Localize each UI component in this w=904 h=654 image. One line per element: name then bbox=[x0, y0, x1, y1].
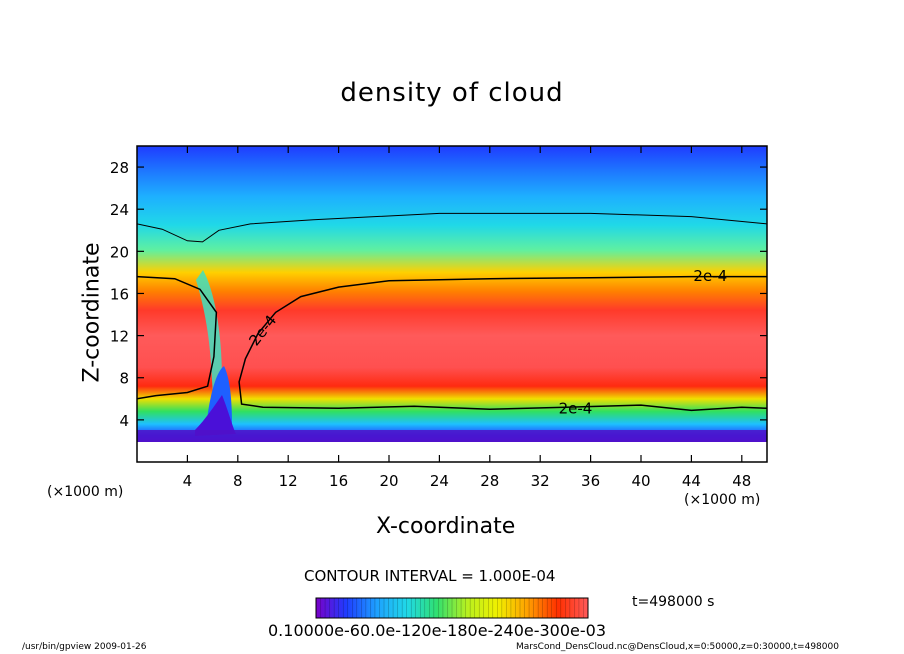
x-tick-label: 16 bbox=[329, 472, 348, 490]
x-tick-label: 12 bbox=[279, 472, 298, 490]
x-tick-label: 36 bbox=[581, 472, 600, 490]
y-tick-label: 24 bbox=[110, 201, 129, 219]
contour-label: 2e-4 bbox=[693, 267, 727, 285]
contour-2e-4-main bbox=[238, 275, 767, 412]
contour-lines bbox=[137, 212, 767, 412]
y-tick-label: 28 bbox=[110, 159, 129, 177]
y-tick-label: 16 bbox=[110, 285, 129, 303]
contour-1e-4 bbox=[137, 212, 767, 243]
x-axis-unit: (×1000 m) bbox=[684, 492, 761, 508]
x-tick-label: 48 bbox=[732, 472, 751, 490]
x-tick-label: 32 bbox=[531, 472, 550, 490]
y-axis: 4 8 12 16 20 24 28 bbox=[110, 159, 767, 430]
y-tick-label: 4 bbox=[119, 412, 129, 430]
x-tick-label: 40 bbox=[631, 472, 650, 490]
contour-2e-4-left bbox=[137, 275, 218, 400]
contour-interval-label: CONTOUR INTERVAL = 1.000E-04 bbox=[304, 567, 556, 585]
x-axis: 4 8 12 16 20 24 28 32 36 40 44 48 bbox=[183, 146, 751, 490]
plume-core-dark bbox=[195, 395, 236, 436]
footer-source: MarsCond_DensCloud.nc@DensCloud,x=0:5000… bbox=[516, 642, 839, 652]
surface-layer bbox=[137, 430, 767, 442]
gap-plume bbox=[196, 270, 222, 412]
x-axis-label: X-coordinate bbox=[376, 514, 516, 539]
y-tick-label: 20 bbox=[110, 243, 129, 261]
density-background bbox=[137, 146, 767, 462]
x-tick-label: 8 bbox=[233, 472, 243, 490]
y-axis-label: Z-coordinate bbox=[79, 242, 105, 383]
density-field bbox=[137, 146, 767, 462]
colorbar bbox=[315, 597, 589, 619]
footer-program: /usr/bin/gpview 2009-01-26 bbox=[22, 642, 147, 652]
plot-frame bbox=[136, 145, 768, 463]
contour-label: 2e-4 bbox=[559, 400, 593, 418]
time-label: t=498000 s bbox=[632, 594, 715, 610]
x-tick-label: 20 bbox=[379, 472, 398, 490]
y-axis-unit: (×1000 m) bbox=[47, 484, 124, 500]
x-tick-label: 28 bbox=[480, 472, 499, 490]
y-tick-label: 8 bbox=[119, 370, 129, 388]
x-tick-label: 44 bbox=[682, 472, 701, 490]
colorbar-labels: 0.10000e-60.0e-120e-180e-240e-300e-03 bbox=[268, 621, 607, 640]
chart-title: density of cloud bbox=[340, 78, 564, 108]
ground-blank bbox=[137, 442, 767, 462]
x-tick-label: 24 bbox=[430, 472, 449, 490]
x-tick-label: 4 bbox=[183, 472, 193, 490]
y-tick-label: 12 bbox=[110, 328, 129, 346]
